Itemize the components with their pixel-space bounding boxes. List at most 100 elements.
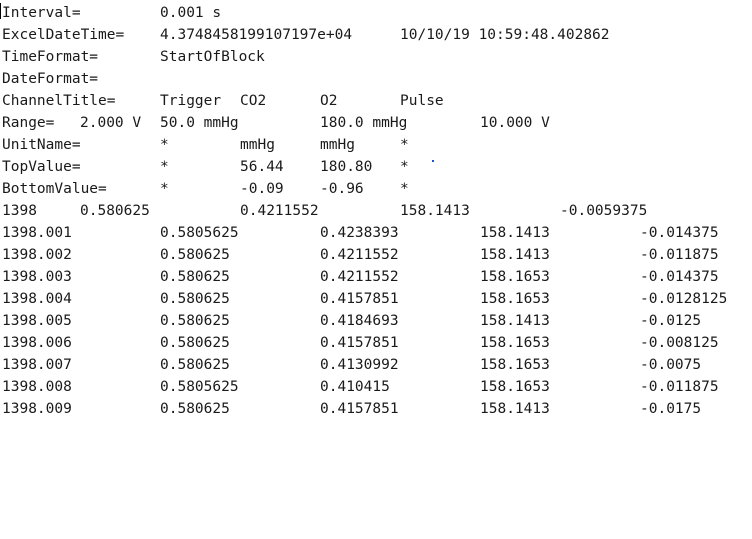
data-cell-co2: 0.4130992	[320, 357, 399, 373]
header-line-range: Range= 2.000 V 50.0 mmHg 180.0 mmHg 10.0…	[0, 113, 550, 133]
data-row: 1398.007 0.580625 0.4130992 158.1653 -0.…	[0, 355, 701, 375]
text-caret	[0, 3, 1, 19]
header-line-interval: Interval= 0.001 s	[0, 3, 221, 23]
header-key: ChannelTitle=	[2, 93, 116, 109]
data-cell-o2: 158.1413	[480, 313, 550, 329]
bottom-value-co2: -0.09	[240, 181, 284, 197]
data-row: 1398.008 0.5805625 0.410415 158.1653 -0.…	[0, 377, 719, 397]
data-cell-time: 1398.003	[2, 269, 72, 285]
range-pulse: 10.000 V	[480, 115, 550, 131]
header-key: DateFormat=	[2, 71, 99, 87]
data-cell-time: 1398.005	[2, 313, 72, 329]
header-key: ExcelDateTime=	[2, 27, 125, 43]
data-cell-co2: 0.410415	[320, 379, 390, 395]
data-cell-co2: 0.4157851	[320, 335, 399, 351]
data-cell-trigger: 0.580625	[160, 401, 230, 417]
data-cell-pulse: -0.011875	[640, 379, 719, 395]
data-cell-time: 1398.004	[2, 291, 72, 307]
data-cell-co2: 0.4184693	[320, 313, 399, 329]
bottom-value-trigger: *	[160, 181, 169, 197]
header-key: TopValue=	[2, 159, 81, 175]
data-cell-trigger: 0.5805625	[160, 225, 239, 241]
top-value-trigger: *	[160, 159, 169, 175]
data-cell-pulse: -0.0059375	[560, 203, 648, 219]
channel-title-trigger: Trigger	[160, 93, 222, 109]
data-cell-o2: 158.1413	[480, 401, 550, 417]
data-cell-o2: 158.1653	[480, 357, 550, 373]
data-cell-pulse: -0.011875	[640, 247, 719, 263]
data-cell-o2: 158.1413	[480, 247, 550, 263]
data-row: 1398.009 0.580625 0.4157851 158.1413 -0.…	[0, 399, 701, 419]
top-value-co2: 56.44	[240, 159, 284, 175]
data-row: 1398.005 0.580625 0.4184693 158.1413 -0.…	[0, 311, 701, 331]
top-value-o2: 180.80	[320, 159, 373, 175]
header-value: 0.001 s	[160, 5, 222, 21]
header-line-unit-name: UnitName= * mmHg mmHg *	[0, 135, 409, 155]
data-cell-trigger: 0.580625	[160, 357, 230, 373]
data-cell-o2: 158.1413	[400, 203, 470, 219]
bottom-value-pulse: *	[400, 181, 409, 197]
data-cell-co2: 0.4211552	[320, 247, 399, 263]
unit-co2: mmHg	[240, 137, 275, 153]
channel-title-co2: CO2	[240, 93, 267, 109]
header-line-top-value: TopValue= * 56.44 180.80 *	[0, 157, 409, 177]
data-cell-pulse: -0.008125	[640, 335, 719, 351]
data-cell-time: 1398.006	[2, 335, 72, 351]
data-cell-pulse: -0.0128125	[640, 291, 728, 307]
data-cell-time: 1398	[2, 203, 37, 219]
unit-o2: mmHg	[320, 137, 355, 153]
header-line-time-format: TimeFormat= StartOfBlock	[0, 47, 265, 67]
data-cell-pulse: -0.014375	[640, 225, 719, 241]
data-cell-trigger: 0.580625	[160, 335, 230, 351]
header-value: 4.3748458199107197e+04	[160, 27, 353, 43]
data-row: 1398.004 0.580625 0.4157851 158.1653 -0.…	[0, 289, 727, 309]
data-row-first: 1398 0.580625 0.4211552 158.1413 -0.0059…	[0, 201, 647, 221]
data-cell-o2: 158.1653	[480, 291, 550, 307]
unit-pulse: *	[400, 137, 409, 153]
data-cell-co2: 0.4211552	[320, 269, 399, 285]
data-cell-co2: 0.4157851	[320, 401, 399, 417]
channel-title-pulse: Pulse	[400, 93, 444, 109]
range-co2: 50.0 mmHg	[160, 115, 239, 131]
top-value-pulse: *	[400, 159, 409, 175]
header-line-bottom-value: BottomValue= * -0.09 -0.96 *	[0, 179, 409, 199]
data-cell-o2: 158.1653	[480, 379, 550, 395]
header-key: UnitName=	[2, 137, 81, 153]
data-row: 1398.006 0.580625 0.4157851 158.1653 -0.…	[0, 333, 719, 353]
data-cell-trigger: 0.5805625	[160, 379, 239, 395]
header-line-date-format: DateFormat=	[0, 69, 98, 89]
data-cell-trigger: 0.580625	[160, 247, 230, 263]
data-cell-time: 1398.009	[2, 401, 72, 417]
header-key: Interval=	[2, 5, 81, 21]
data-cell-co2: 0.4211552	[240, 203, 319, 219]
range-trigger: 2.000 V	[80, 115, 142, 131]
header-date: 10/10/19 10:59:48.402862	[400, 27, 610, 43]
data-cell-pulse: -0.0075	[640, 357, 702, 373]
stray-pixel-mark	[432, 160, 434, 162]
text-editor-area[interactable]: Interval= 0.001 s ExcelDateTime= 4.37484…	[0, 0, 752, 417]
header-line-excel-date-time: ExcelDateTime= 4.3748458199107197e+04 10…	[0, 25, 610, 45]
data-cell-time: 1398.002	[2, 247, 72, 263]
data-cell-o2: 158.1653	[480, 335, 550, 351]
data-cell-o2: 158.1653	[480, 269, 550, 285]
data-cell-pulse: -0.014375	[640, 269, 719, 285]
unit-trigger: *	[160, 137, 169, 153]
data-cell-co2: 0.4157851	[320, 291, 399, 307]
data-cell-trigger: 0.580625	[160, 291, 230, 307]
data-cell-pulse: -0.0175	[640, 401, 702, 417]
header-key: BottomValue=	[2, 181, 107, 197]
data-row: 1398.002 0.580625 0.4211552 158.1413 -0.…	[0, 245, 719, 265]
data-cell-time: 1398.001	[2, 225, 72, 241]
channel-title-o2: O2	[320, 93, 338, 109]
data-row: 1398.001 0.5805625 0.4238393 158.1413 -0…	[0, 223, 719, 243]
bottom-value-o2: -0.96	[320, 181, 364, 197]
data-cell-pulse: -0.0125	[640, 313, 702, 329]
data-row: 1398.003 0.580625 0.4211552 158.1653 -0.…	[0, 267, 719, 287]
header-line-channel-title: ChannelTitle= Trigger CO2 O2 Pulse	[0, 91, 444, 111]
header-key: Range=	[2, 115, 55, 131]
data-cell-trigger: 0.580625	[160, 313, 230, 329]
header-value: StartOfBlock	[160, 49, 265, 65]
data-cell-trigger: 0.580625	[80, 203, 150, 219]
data-cell-o2: 158.1413	[480, 225, 550, 241]
range-o2: 180.0 mmHg	[320, 115, 408, 131]
